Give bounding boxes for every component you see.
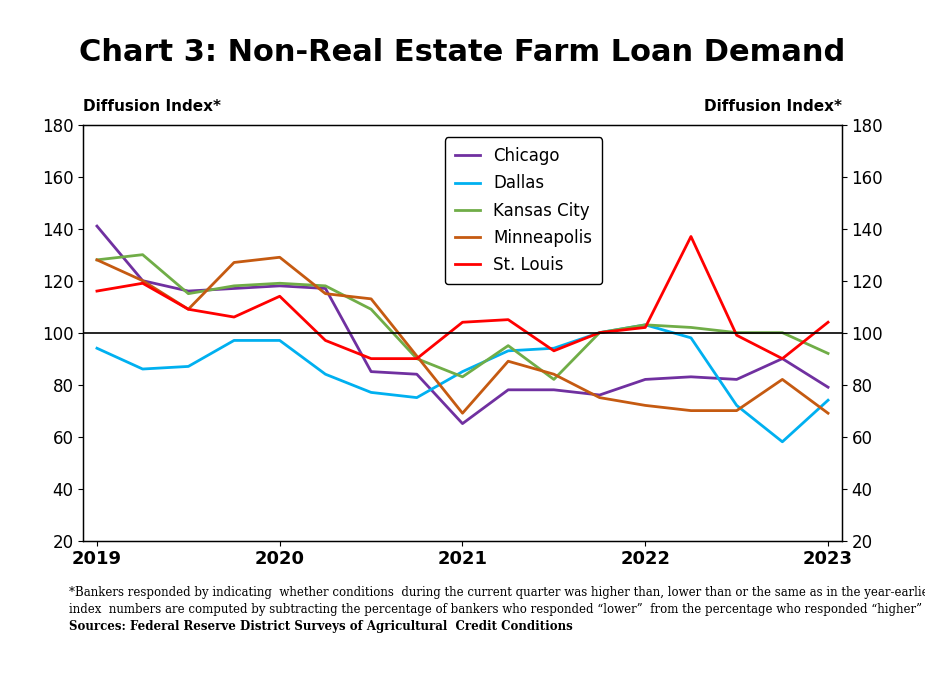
Kansas City <box>92 256 103 264</box>
Dallas <box>412 394 423 402</box>
Text: Diffusion Index*: Diffusion Index* <box>83 99 221 114</box>
Kansas City <box>731 328 742 337</box>
Dallas <box>320 370 331 378</box>
Minneapolis <box>320 290 331 298</box>
Dallas <box>822 396 833 404</box>
Dallas <box>731 401 742 410</box>
Chicago <box>228 284 240 292</box>
Minneapolis <box>594 394 605 402</box>
Kansas City <box>228 281 240 290</box>
Minneapolis <box>731 406 742 414</box>
Chicago <box>412 370 423 378</box>
Dallas <box>365 388 376 396</box>
St. Louis <box>365 355 376 363</box>
Chicago <box>457 419 468 428</box>
St. Louis <box>594 328 605 337</box>
Dallas <box>640 321 651 329</box>
Minneapolis <box>228 258 240 267</box>
Dallas <box>228 336 240 344</box>
Kansas City <box>640 321 651 329</box>
St. Louis <box>549 346 560 355</box>
Chicago <box>365 367 376 376</box>
Minneapolis <box>685 406 697 414</box>
Kansas City <box>365 305 376 313</box>
Minneapolis <box>502 357 513 365</box>
Line: St. Louis: St. Louis <box>97 236 828 359</box>
St. Louis <box>228 313 240 322</box>
Dallas <box>137 365 148 373</box>
Line: Minneapolis: Minneapolis <box>97 257 828 413</box>
Kansas City <box>685 323 697 332</box>
St. Louis <box>822 318 833 326</box>
Kansas City <box>777 328 788 337</box>
Chicago <box>549 385 560 394</box>
Chicago <box>731 376 742 384</box>
Chicago <box>274 281 285 290</box>
Dallas <box>777 438 788 446</box>
Minneapolis <box>549 370 560 378</box>
St. Louis <box>502 315 513 324</box>
Chicago <box>685 373 697 381</box>
Minneapolis <box>640 401 651 410</box>
Text: index  numbers are computed by subtracting the percentage of bankers who respond: index numbers are computed by subtractin… <box>69 603 925 616</box>
St. Louis <box>92 287 103 295</box>
Minneapolis <box>92 256 103 264</box>
Line: Dallas: Dallas <box>97 325 828 442</box>
Kansas City <box>594 328 605 337</box>
Kansas City <box>183 290 194 298</box>
St. Louis <box>412 355 423 363</box>
Kansas City <box>502 342 513 350</box>
St. Louis <box>320 336 331 344</box>
Dallas <box>685 333 697 342</box>
Dallas <box>594 328 605 337</box>
Kansas City <box>320 281 331 290</box>
Text: Diffusion Index*: Diffusion Index* <box>704 99 842 114</box>
St. Louis <box>685 232 697 240</box>
Chicago <box>640 376 651 384</box>
Chicago <box>502 385 513 394</box>
Chicago <box>822 383 833 392</box>
Minneapolis <box>777 376 788 384</box>
Minneapolis <box>183 305 194 313</box>
Kansas City <box>457 373 468 381</box>
Line: Chicago: Chicago <box>97 226 828 423</box>
St. Louis <box>137 279 148 288</box>
St. Louis <box>274 292 285 301</box>
Text: *Bankers responded by indicating  whether conditions  during the current quarter: *Bankers responded by indicating whether… <box>69 586 925 599</box>
Kansas City <box>274 279 285 288</box>
Dallas <box>183 362 194 371</box>
Dallas <box>549 344 560 352</box>
Kansas City <box>412 355 423 363</box>
St. Louis <box>457 318 468 326</box>
Minneapolis <box>137 277 148 285</box>
Chicago <box>320 284 331 292</box>
Legend: Chicago, Dallas, Kansas City, Minneapolis, St. Louis: Chicago, Dallas, Kansas City, Minneapoli… <box>445 137 602 284</box>
Chicago <box>777 355 788 363</box>
Dallas <box>457 367 468 376</box>
Chicago <box>92 222 103 230</box>
Dallas <box>502 346 513 355</box>
St. Louis <box>731 331 742 340</box>
Dallas <box>274 336 285 344</box>
Minneapolis <box>457 409 468 417</box>
St. Louis <box>183 305 194 313</box>
Chicago <box>183 287 194 295</box>
Minneapolis <box>412 352 423 360</box>
Line: Kansas City: Kansas City <box>97 255 828 380</box>
Kansas City <box>822 349 833 358</box>
Chicago <box>137 277 148 285</box>
St. Louis <box>640 323 651 332</box>
Text: Chart 3: Non-Real Estate Farm Loan Demand: Chart 3: Non-Real Estate Farm Loan Deman… <box>80 38 845 67</box>
St. Louis <box>777 355 788 363</box>
Kansas City <box>137 251 148 259</box>
Minneapolis <box>365 295 376 303</box>
Minneapolis <box>274 253 285 261</box>
Kansas City <box>549 376 560 384</box>
Dallas <box>92 344 103 352</box>
Minneapolis <box>822 409 833 417</box>
Text: Sources: Federal Reserve District Surveys of Agricultural  Credit Conditions: Sources: Federal Reserve District Survey… <box>69 620 574 633</box>
Chicago <box>594 391 605 399</box>
